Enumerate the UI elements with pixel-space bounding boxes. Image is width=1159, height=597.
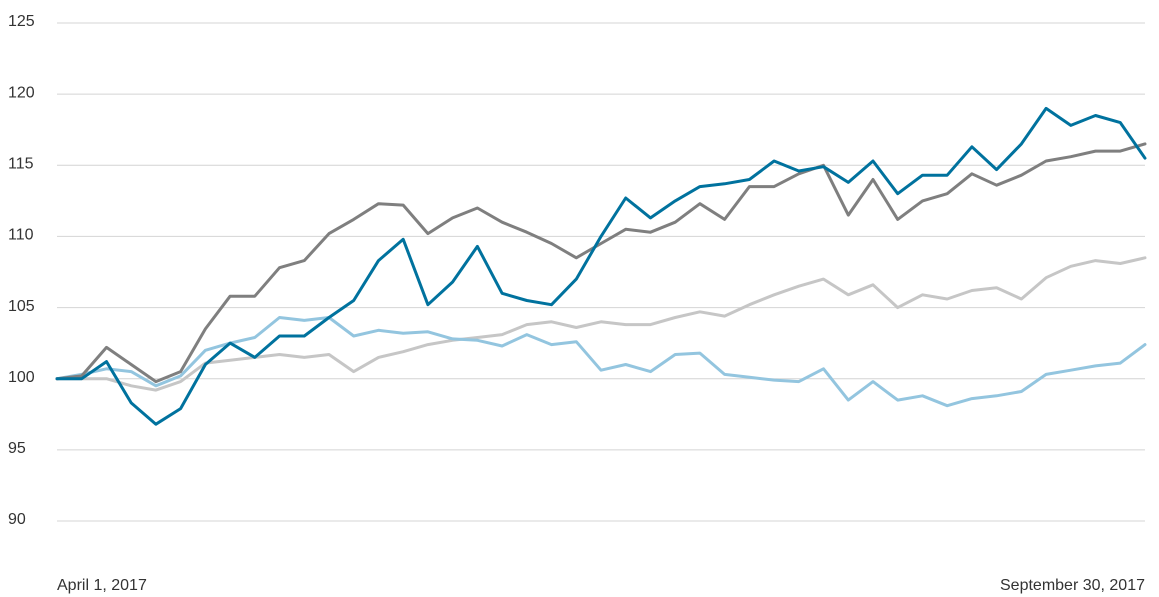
y-tick-label: 110 bbox=[8, 227, 34, 244]
y-tick-label: 105 bbox=[8, 298, 35, 315]
y-tick-label: 115 bbox=[8, 156, 34, 173]
x-tick-label: September 30, 2017 bbox=[1000, 577, 1145, 594]
y-tick-label: 100 bbox=[8, 369, 35, 386]
y-tick-label: 125 bbox=[8, 13, 35, 30]
series-line bbox=[55, 316, 1147, 408]
y-tick-label: 95 bbox=[8, 440, 26, 457]
y-tick-label: 90 bbox=[8, 511, 26, 528]
y-tick-label: 120 bbox=[8, 84, 35, 101]
series-line bbox=[55, 256, 1147, 392]
series-line bbox=[55, 142, 1147, 384]
x-tick-label: April 1, 2017 bbox=[57, 577, 147, 594]
series-line bbox=[55, 106, 1147, 426]
